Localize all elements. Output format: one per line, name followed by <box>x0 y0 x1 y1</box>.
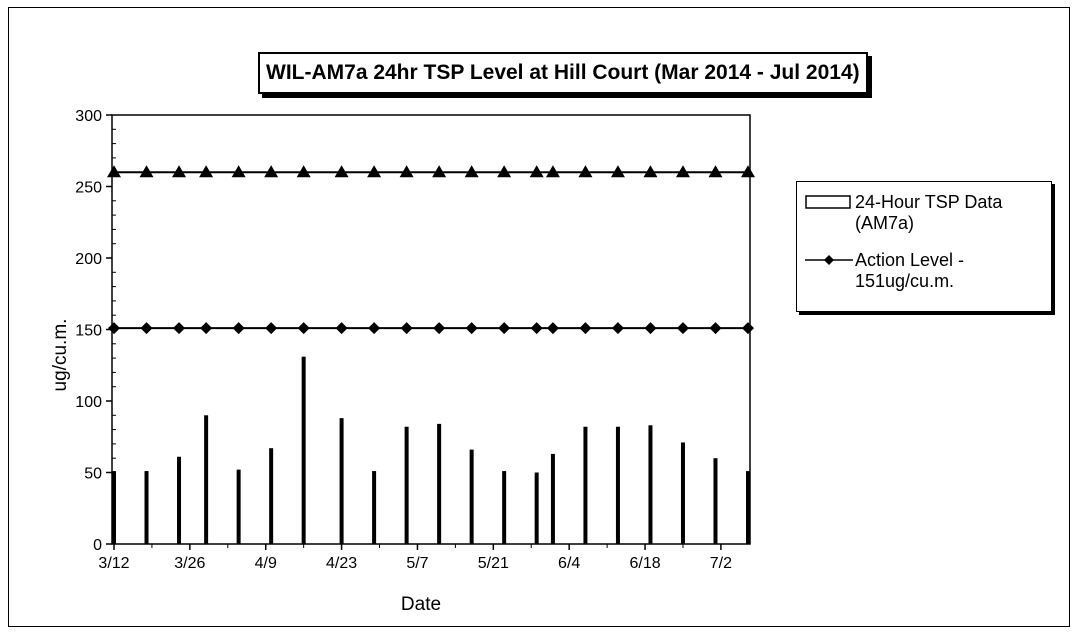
y-tick-label-0: 0 <box>93 537 102 554</box>
tsp-bar-6/19 <box>648 425 653 544</box>
action-level-marker <box>433 322 446 335</box>
triangle-marker <box>432 165 447 178</box>
tsp-bar-6/7 <box>583 426 588 544</box>
chart-frame <box>8 7 1070 627</box>
tsp-bar-7/1 <box>713 458 718 544</box>
triangle-marker <box>610 165 625 178</box>
action-level-marker <box>232 322 245 335</box>
y-tick-label-300: 300 <box>75 108 102 125</box>
tsp-bar-5/17 <box>469 449 474 544</box>
tsp-bar-4/4 <box>236 469 241 544</box>
legend-label-action-level: Action Level - 151ug/cu.m. <box>855 250 965 291</box>
y-axis-title: ug/cu.m. <box>50 319 71 392</box>
action-level-marker <box>498 322 511 335</box>
y-tick-label-150: 150 <box>75 323 102 340</box>
tsp-bar-6/13 <box>615 426 620 544</box>
tsp-bar-4/23 <box>339 418 344 544</box>
triangle-marker <box>231 165 246 178</box>
tsp-bar-5/5 <box>404 426 409 544</box>
axes: 0 50 100 150 200 250 300 3/12 3/26 4/9 4/23 5/7 5/21… <box>75 108 751 572</box>
tsp-bar-6/1 <box>550 453 555 544</box>
y-tick-label-200: 200 <box>75 251 102 268</box>
legend-label-tsp: 24-Hour TSP Data (AM7a) <box>855 192 1003 233</box>
tsp-bar-3/18 <box>144 471 149 544</box>
legend-diamond-swatch <box>805 255 853 265</box>
triangle-marker <box>296 165 311 178</box>
x-tick-label-4/23: 4/23 <box>326 555 357 572</box>
tsp-bar-3/24 <box>177 456 182 544</box>
triangle-marker <box>107 165 121 178</box>
triangle-marker <box>643 165 658 178</box>
action-level-marker <box>465 322 478 335</box>
triangle-marker <box>464 165 479 178</box>
triangle-marker <box>199 165 214 178</box>
x-tick-label-7/2: 7/2 <box>710 555 732 572</box>
x-axis-title: Date <box>401 594 441 615</box>
action-level-marker <box>546 322 559 335</box>
tsp-bar-4/16 <box>301 356 306 544</box>
x-tick-label-6/4: 6/4 <box>558 555 580 572</box>
triangle-marker <box>139 165 154 178</box>
action-level-marker <box>265 322 278 335</box>
x-tick-label-3/12: 3/12 <box>98 555 129 572</box>
action-level-marker <box>200 322 213 335</box>
action-level-marker <box>335 322 348 335</box>
action-level-marker <box>140 322 153 335</box>
triangle-marker <box>172 165 187 178</box>
triangle-marker <box>334 165 349 178</box>
legend: 24-Hour TSP Data (AM7a) Action Level - 1… <box>796 181 1052 312</box>
action-level-marker <box>742 322 754 335</box>
legend-bar-swatch <box>805 195 851 209</box>
action-level-marker <box>709 322 722 335</box>
action-level-marker <box>579 322 592 335</box>
action-level-marker <box>611 322 624 335</box>
action-level-marker <box>644 322 657 335</box>
action-level-marker <box>108 322 120 335</box>
triangle-marker <box>399 165 414 178</box>
action-level-marker <box>297 322 310 335</box>
x-tick-label-6/18: 6/18 <box>629 555 660 572</box>
triangle-marker <box>497 165 512 178</box>
tsp-bars <box>112 356 750 544</box>
level-lines <box>107 165 755 335</box>
triangle-marker <box>264 165 279 178</box>
triangle-marker <box>675 165 690 178</box>
triangle-marker <box>741 165 755 178</box>
x-tick-label-3/26: 3/26 <box>174 555 205 572</box>
chart-title: WIL-AM7a 24hr TSP Level at Hill Court (M… <box>258 52 868 94</box>
tsp-bar-5/23 <box>502 471 507 544</box>
triangle-marker <box>367 165 382 178</box>
tsp-bar-3/12 <box>112 471 116 544</box>
tsp-bar-4/10 <box>269 448 274 544</box>
tsp-bar-7/7 <box>746 471 750 544</box>
tsp-bar-5/29 <box>534 472 539 544</box>
y-tick-label-250: 250 <box>75 180 102 197</box>
tsp-bar-5/11 <box>437 423 442 544</box>
triangle-marker <box>708 165 723 178</box>
action-level-marker <box>368 322 381 335</box>
triangle-marker <box>545 165 560 178</box>
y-tick-label-100: 100 <box>75 394 102 411</box>
action-level-marker <box>676 322 689 335</box>
tsp-bar-4/29 <box>372 471 377 544</box>
x-tick-label-4/9: 4/9 <box>255 555 277 572</box>
tsp-bar-3/29 <box>204 415 209 544</box>
action-level-marker <box>400 322 413 335</box>
y-tick-label-50: 50 <box>84 466 102 483</box>
triangle-marker <box>578 165 593 178</box>
action-level-marker <box>173 322 186 335</box>
tsp-bar-6/25 <box>680 442 685 544</box>
x-tick-label-5/7: 5/7 <box>406 555 428 572</box>
action-level-marker <box>530 322 543 335</box>
x-tick-label-5/21: 5/21 <box>478 555 509 572</box>
triangle-marker <box>529 165 544 178</box>
